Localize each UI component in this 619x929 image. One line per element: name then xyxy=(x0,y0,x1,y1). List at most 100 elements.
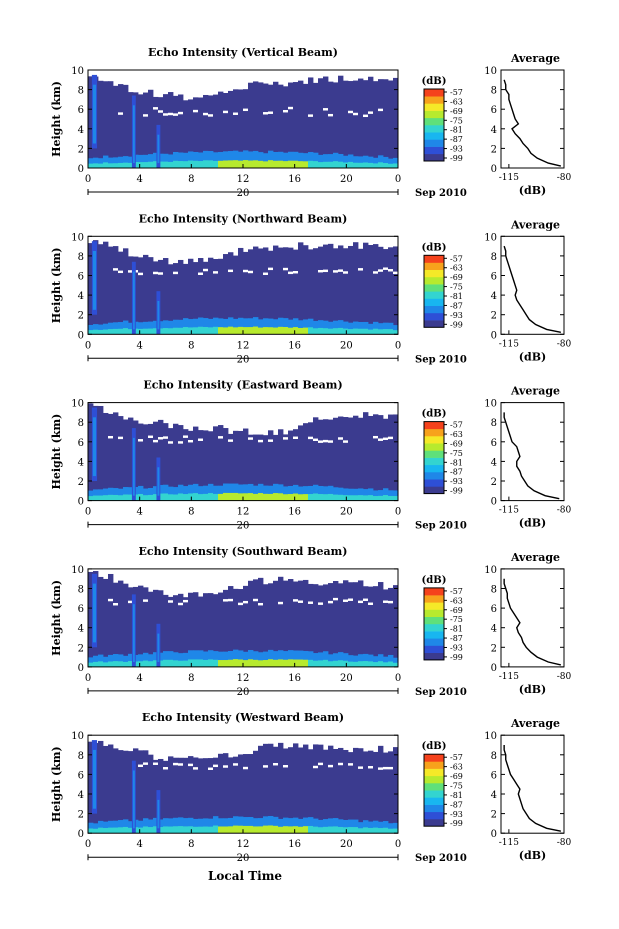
heatmap-streak-core xyxy=(92,251,97,310)
heatmap-layer-core xyxy=(213,326,219,335)
heatmap-layer xyxy=(223,483,229,501)
colorbar-tick-label: -75 xyxy=(450,116,463,125)
colorbar-swatch xyxy=(424,139,444,147)
heatmap-gap xyxy=(243,600,249,604)
heatmap-layer-core xyxy=(103,662,109,667)
x-tick-label: 16 xyxy=(288,673,301,684)
heatmap-layer-core xyxy=(383,662,389,667)
heatmap-layer-core xyxy=(263,161,269,168)
heatmap-column xyxy=(168,264,174,335)
y-tick-label: 10 xyxy=(71,565,84,576)
heatmap-layer xyxy=(233,483,239,501)
colorbar-swatch xyxy=(424,132,444,140)
heatmap-layer xyxy=(268,150,274,168)
heatmap-layer-core xyxy=(298,161,304,168)
heatmap-layer xyxy=(348,655,354,667)
heatmap-layer-core xyxy=(338,161,344,168)
heatmap-layer-core xyxy=(168,659,174,667)
heatmap-layer-core xyxy=(233,492,239,501)
heatmap-layer-core xyxy=(223,160,229,168)
heatmap-layer-core xyxy=(113,328,119,335)
heatmap-layer-core xyxy=(93,163,99,168)
heatmap-layer-core xyxy=(303,494,309,501)
heatmap-layer xyxy=(378,323,384,335)
heatmap-layer xyxy=(203,818,209,834)
heatmap-layer xyxy=(263,651,269,667)
heatmap-layer-core xyxy=(378,162,384,168)
heatmap-column xyxy=(248,249,254,335)
heatmap-gap xyxy=(383,600,389,603)
heatmap-gap xyxy=(343,599,349,602)
heatmap-column xyxy=(213,757,219,834)
heatmap-column xyxy=(168,428,174,501)
heatmap-column xyxy=(268,430,274,501)
heatmap-column xyxy=(393,77,399,168)
colorbar-swatch xyxy=(424,269,444,278)
heatmap-layer-core xyxy=(153,826,159,834)
heatmap-layer-core xyxy=(358,828,364,834)
y-tick-label: 10 xyxy=(71,399,84,410)
heatmap-column xyxy=(163,258,169,335)
heatmap-column xyxy=(188,99,194,168)
x-tick-label: 16 xyxy=(288,507,301,518)
profile-y-tick-label: 10 xyxy=(484,399,497,410)
heatmap-layer xyxy=(268,318,274,335)
heatmap-layer-core xyxy=(358,328,364,335)
colorbar-tick-label: -99 xyxy=(450,320,463,329)
heatmap-layer xyxy=(113,488,119,501)
heatmap-gap xyxy=(113,603,119,606)
heatmap-layer-core xyxy=(158,827,164,834)
y-axis-label: Height (km) xyxy=(50,746,63,822)
heatmap-layer xyxy=(343,321,349,335)
heatmap-layer-core xyxy=(123,494,129,501)
heatmap-layer-core xyxy=(313,493,319,501)
heatmap-column xyxy=(248,580,254,667)
heatmap-column xyxy=(143,587,149,667)
heatmap-layer-core xyxy=(253,160,259,168)
heatmap-layer xyxy=(373,157,379,168)
heatmap-column xyxy=(343,749,349,834)
colorbar-tick-label: -87 xyxy=(450,800,463,809)
heatmap-layer xyxy=(318,652,324,667)
heatmap-layer xyxy=(138,485,144,501)
heatmap-layer xyxy=(248,151,254,168)
heatmap-column xyxy=(208,593,214,667)
heatmap-layer-core xyxy=(143,660,149,667)
heatmap-gap xyxy=(388,766,394,770)
heatmap-gap xyxy=(323,108,329,111)
heatmap-column xyxy=(363,751,369,834)
heatmap-layer xyxy=(138,154,144,168)
heatmap-layer xyxy=(138,820,144,834)
heatmap-column xyxy=(138,585,144,667)
heatmap-gap xyxy=(228,269,234,273)
heatmap-layer-core xyxy=(308,825,314,834)
heatmap-gap xyxy=(243,766,249,770)
heatmap-column xyxy=(98,740,104,834)
heatmap-column xyxy=(218,753,224,834)
heatmap-layer-core xyxy=(188,826,194,834)
heatmap-layer-core xyxy=(98,827,104,834)
heatmap-gap xyxy=(173,762,179,766)
heatmap-layer xyxy=(308,817,314,834)
heatmap-column xyxy=(228,90,234,168)
heatmap-layer xyxy=(278,650,284,667)
heatmap-layer-core xyxy=(183,327,189,335)
y-tick-label: 8 xyxy=(78,585,84,596)
heatmap-layer xyxy=(283,318,289,335)
heatmap-streak-core xyxy=(92,417,97,477)
colorbar-swatch xyxy=(424,320,444,328)
heatmap-layer-core xyxy=(278,826,284,834)
heatmap-gap xyxy=(283,437,289,440)
heatmap-layer-core xyxy=(258,493,264,501)
heatmap-column xyxy=(373,414,379,501)
heatmap-layer-core xyxy=(238,493,244,501)
heatmap-column xyxy=(323,419,329,501)
heatmap-column xyxy=(323,76,329,168)
heatmap-column xyxy=(138,750,144,834)
heatmap-gap xyxy=(308,436,314,440)
heatmap-gap xyxy=(318,269,324,273)
heatmap-column xyxy=(343,580,349,667)
heatmap-column xyxy=(193,97,199,168)
heatmap-column xyxy=(98,244,104,335)
heatmap-column xyxy=(148,89,154,168)
